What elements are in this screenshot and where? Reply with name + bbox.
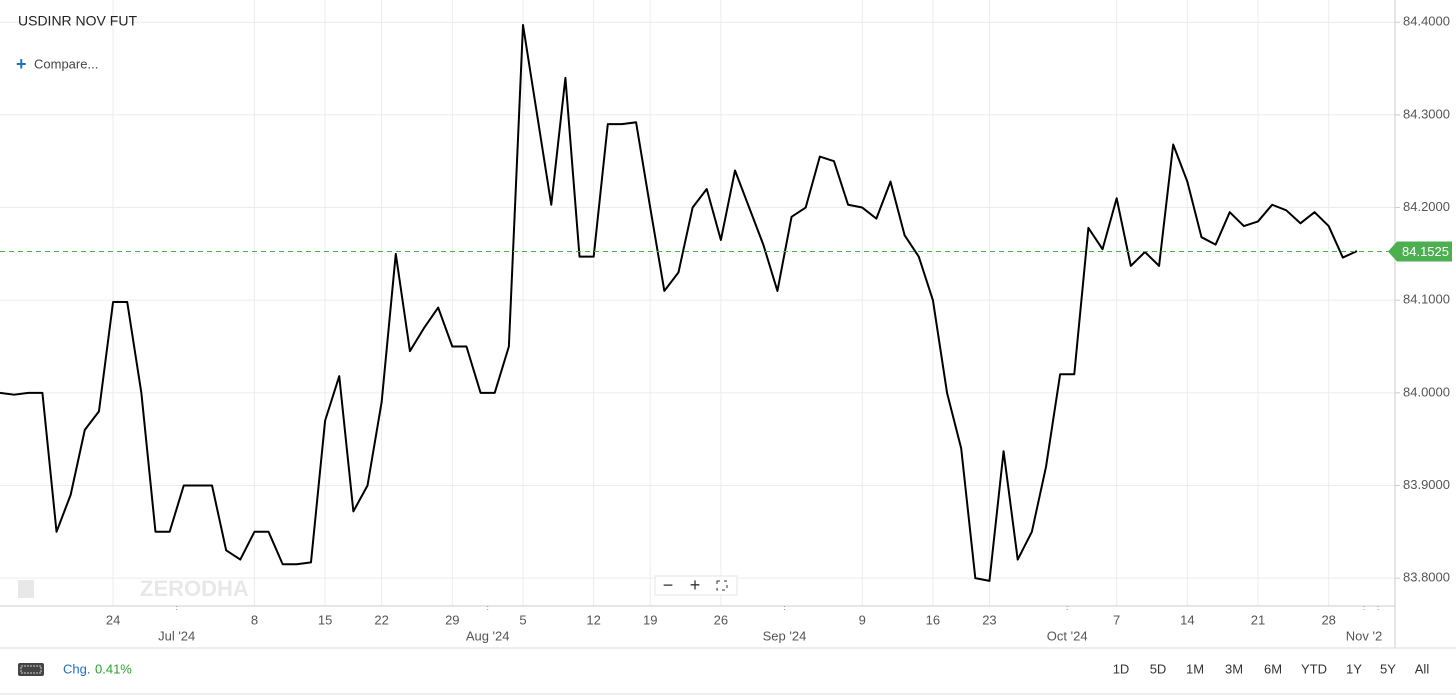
- x-tick-label: 14: [1180, 612, 1194, 627]
- x-tick-label: 15: [318, 612, 332, 627]
- change-label: Chg.: [63, 661, 90, 676]
- keyboard-icon[interactable]: [18, 663, 44, 676]
- x-month-label: Oct '24: [1047, 628, 1088, 643]
- keyboard: [18, 663, 44, 676]
- x-tick-label: 23: [982, 612, 996, 627]
- y-tick-label: 84.4000: [1403, 14, 1450, 29]
- grid: [0, 0, 1395, 606]
- range-button[interactable]: YTD: [1301, 661, 1327, 676]
- zoom-out[interactable]: −: [663, 575, 674, 595]
- x-tick-label: 29: [445, 612, 459, 627]
- range-button[interactable]: 1Y: [1346, 661, 1362, 676]
- x-tick-label: 21: [1251, 612, 1265, 627]
- y-tick-label: 84.2000: [1403, 199, 1450, 214]
- plus-icon: +: [16, 54, 27, 74]
- x-tick-label: 26: [714, 612, 728, 627]
- y-tick-label: 84.0000: [1403, 384, 1450, 399]
- x-tick-label: 28: [1321, 612, 1335, 627]
- x-tick-label: 7: [1113, 612, 1120, 627]
- range-button[interactable]: 1D: [1113, 661, 1130, 676]
- range-button[interactable]: 5Y: [1380, 661, 1396, 676]
- last-price-tag: [1388, 241, 1452, 262]
- watermark-logo: [18, 580, 34, 598]
- y-tick-label: 84.1000: [1403, 292, 1450, 307]
- y-tick-label: 84.3000: [1403, 106, 1450, 121]
- x-month-label: Sep '24: [763, 628, 807, 643]
- range-button[interactable]: 1M: [1186, 661, 1204, 676]
- x-tick-label: 22: [374, 612, 388, 627]
- compare-label: Compare...: [34, 56, 98, 71]
- watermark: ZERODHA: [140, 576, 249, 601]
- zoom-in[interactable]: +: [690, 575, 701, 595]
- y-tick-label: 83.8000: [1403, 570, 1450, 585]
- x-month-label: Nov '2: [1346, 628, 1382, 643]
- change-value: 0.41%: [95, 661, 132, 676]
- x-tick-label: 9: [859, 612, 866, 627]
- x-tick-label: 8: [251, 612, 258, 627]
- symbol-title: USDINR NOV FUT: [18, 13, 137, 29]
- x-tick-label: 19: [643, 612, 657, 627]
- price-line: [0, 24, 1358, 582]
- range-buttons: 1D 5D 1M 3M 6M YTD 1Y 5Y All: [1113, 661, 1430, 676]
- range-button[interactable]: 6M: [1264, 661, 1282, 676]
- compare-button[interactable]: + Compare...: [16, 54, 98, 74]
- x-tick-label: 24: [106, 612, 120, 627]
- x-tick-label: 16: [926, 612, 940, 627]
- keys: [20, 665, 42, 674]
- last-price-label: 84.1525: [1402, 244, 1449, 259]
- x-month-label: Aug '24: [466, 628, 510, 643]
- range-button[interactable]: 3M: [1225, 661, 1243, 676]
- x-month-label: Jul '24: [158, 628, 195, 643]
- range-button[interactable]: 5D: [1150, 661, 1167, 676]
- y-tick-label: 83.9000: [1403, 477, 1450, 492]
- range-button[interactable]: All: [1415, 661, 1430, 676]
- fullscreen[interactable]: [716, 580, 728, 591]
- x-tick-label: 5: [519, 612, 526, 627]
- x-tick-label: 12: [586, 612, 600, 627]
- zoom-controls: − +: [654, 575, 738, 596]
